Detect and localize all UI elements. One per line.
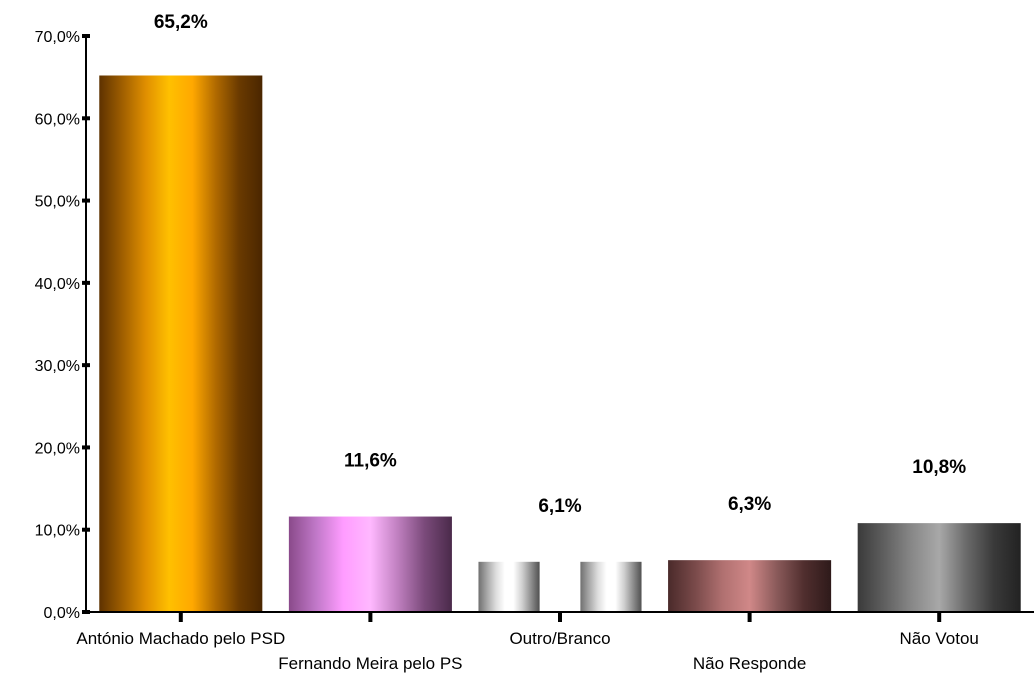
y-tick-label: 50,0% (35, 194, 80, 211)
x-category-label: Não Responde (693, 654, 806, 673)
data-label: 6,1% (538, 496, 581, 517)
y-ticks: 0,0% 10,0% 20,0% 30,0% 40,0% 50,0% 60,0% 70,0% (35, 29, 90, 622)
x-category-label: Não Votou (899, 629, 978, 648)
y-tick-label: 40,0% (35, 276, 80, 293)
y-tick-label: 30,0% (35, 358, 80, 375)
y-tick-label: 0,0% (44, 605, 80, 622)
data-label: 10,8% (912, 457, 966, 478)
x-category-label: Outro/Branco (509, 629, 610, 648)
bar-2 (288, 516, 452, 612)
y-tick-label: 60,0% (35, 111, 80, 128)
bar-1 (99, 75, 263, 613)
x-category-label: António Machado pelo PSD (76, 629, 285, 648)
bar-outro-branco-right (580, 561, 642, 612)
data-label: 6,3% (728, 494, 771, 515)
data-label: 11,6% (344, 451, 397, 472)
x-category-label: Fernando Meira pelo PS (278, 654, 462, 673)
y-tick-label: 10,0% (35, 523, 80, 540)
y-tick-label: 70,0% (35, 29, 80, 46)
y-tick-label: 20,0% (35, 440, 80, 457)
bar-4 (668, 560, 832, 612)
bars-layer (99, 75, 1021, 613)
x-ticks: António Machado pelo PSD Fernando Meira p… (76, 612, 979, 673)
bar-outro-branco-left (478, 561, 540, 612)
bar-5 (857, 523, 1021, 612)
data-label: 65,2% (154, 12, 208, 33)
data-labels: 65,2% 11,6% 6,1% 6,3% 10,8% (154, 12, 966, 517)
